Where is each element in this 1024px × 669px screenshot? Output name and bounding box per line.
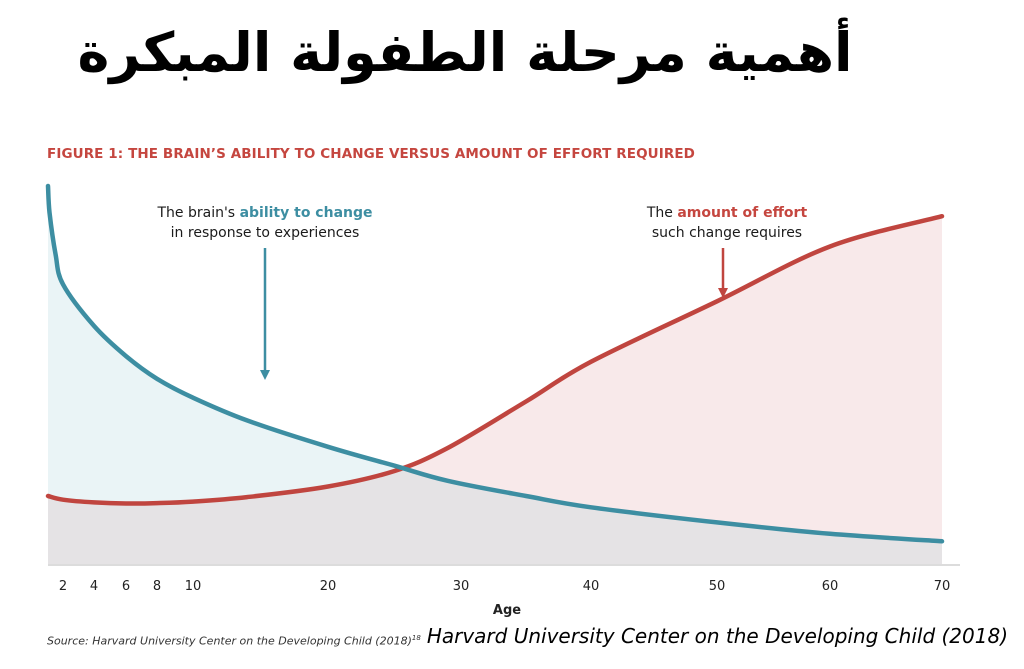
x-tick-label: 20 [320, 579, 337, 594]
source-note-superscript: 18 [411, 634, 421, 642]
source-note: Source: Harvard University Center on the… [47, 634, 421, 648]
x-tick-label: 4 [90, 579, 98, 594]
chart-title: FIGURE 1: THE BRAIN’S ABILITY TO CHANGE … [47, 146, 695, 162]
effort-annotation-prefix: The [646, 205, 678, 221]
page-title: أهمية مرحلة الطفولة المبكرة [77, 21, 853, 84]
ability-area [48, 186, 942, 564]
effort-annotation-line2: such change requires [651, 225, 803, 241]
effort-arrow-head [718, 288, 728, 298]
effort-annotation: The amount of effort such change require… [617, 203, 837, 243]
x-tick-label: 70 [934, 579, 951, 594]
ability-annotation: The brain's ability to change in respons… [150, 203, 380, 243]
effort-area [48, 216, 942, 564]
effort-annotation-highlight: amount of effort [677, 205, 808, 221]
ability-annotation-prefix: The brain's [157, 205, 240, 221]
ability-arrow-head [260, 370, 270, 380]
x-tick-label: 2 [59, 579, 67, 594]
x-tick-label: 50 [709, 579, 726, 594]
source-note-text: Source: Harvard University Center on the… [47, 634, 412, 648]
x-axis-title: Age [493, 603, 521, 618]
effort-series-line [45, 213, 945, 506]
x-tick-label: 10 [185, 579, 202, 594]
x-tick-label: 60 [822, 579, 839, 594]
x-tick-label: 30 [453, 579, 470, 594]
ability-annotation-highlight: ability to change [239, 205, 373, 221]
ability-series-line [45, 183, 945, 544]
x-tick-label: 40 [583, 579, 600, 594]
ability-annotation-line2: in response to experiences [170, 225, 360, 241]
credit-line: Harvard University Center on the Develop… [426, 624, 1008, 648]
x-tick-label: 6 [122, 579, 130, 594]
x-tick-label: 8 [153, 579, 161, 594]
